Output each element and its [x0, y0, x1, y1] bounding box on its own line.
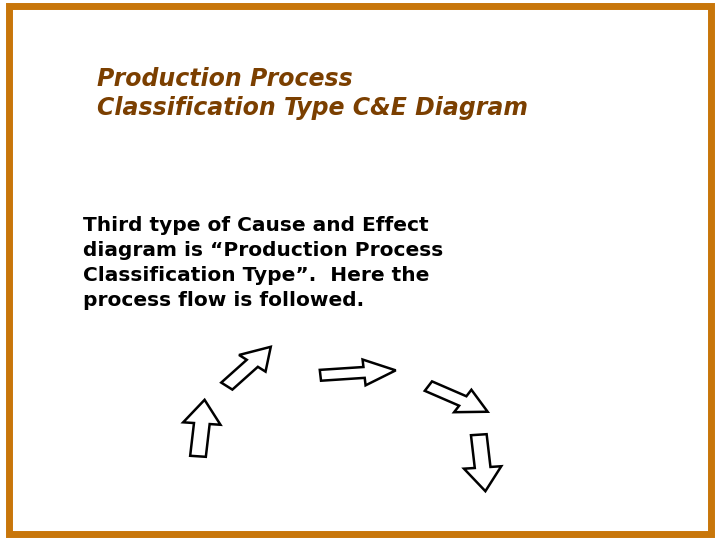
Polygon shape: [320, 360, 396, 386]
Text: Production Process
Classification Type C&E Diagram: Production Process Classification Type C…: [97, 68, 528, 120]
Polygon shape: [221, 347, 271, 389]
Polygon shape: [425, 381, 487, 412]
FancyBboxPatch shape: [9, 6, 711, 534]
Text: Third type of Cause and Effect
diagram is “Production Process
Classification Typ: Third type of Cause and Effect diagram i…: [83, 216, 443, 310]
Polygon shape: [183, 400, 220, 457]
Polygon shape: [464, 434, 501, 491]
